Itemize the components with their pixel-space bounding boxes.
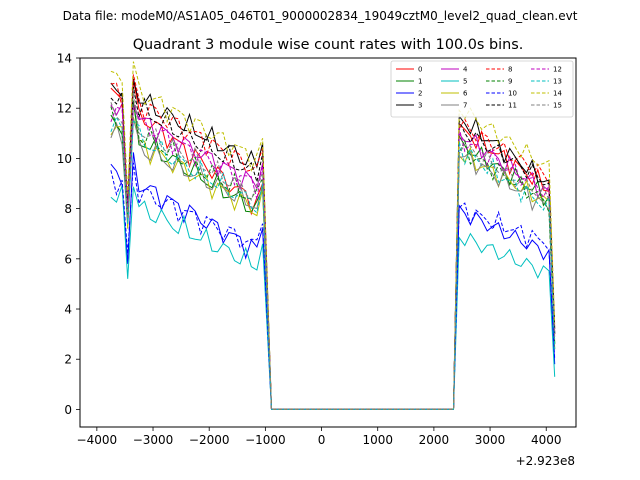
legend-label-12: 12: [553, 66, 562, 74]
x-tick-label: 1000: [362, 433, 393, 447]
series-line-13: [110, 115, 556, 410]
series-line-2: [110, 152, 556, 410]
series-line-8: [110, 74, 556, 410]
series-line-9: [110, 103, 556, 410]
x-tick-label: −2000: [189, 433, 230, 447]
legend-label-13: 13: [553, 78, 562, 86]
x-tick-label: 2000: [419, 433, 450, 447]
series-line-15: [110, 89, 556, 410]
legend-label-8: 8: [508, 66, 512, 74]
series-line-11: [110, 86, 556, 410]
legend-label-5: 5: [463, 78, 467, 86]
x-tick-label: 3000: [475, 433, 506, 447]
legend-label-4: 4: [463, 66, 468, 74]
legend-label-14: 14: [553, 90, 562, 98]
y-tick-label: 12: [57, 102, 72, 116]
series-line-14: [110, 61, 556, 410]
data-file-label: Data file: modeM0/AS1A05_046T01_90000028…: [63, 9, 578, 23]
x-tick-label: 0: [318, 433, 326, 447]
legend-label-15: 15: [553, 102, 562, 110]
legend-label-2: 2: [418, 90, 422, 98]
y-axis: 0 2 4 6 8 10 12 14: [57, 52, 80, 417]
y-tick-label: 8: [64, 202, 72, 216]
legend-frame: [390, 60, 574, 118]
series-line-4: [110, 101, 556, 410]
x-tick-label: −3000: [133, 433, 174, 447]
legend-label-3: 3: [418, 102, 422, 110]
y-tick-label: 6: [64, 252, 72, 266]
plot-series-group: [110, 61, 556, 410]
x-axis: −4000 −3000 −2000 −1000 0 1000 2000 3000 4000: [77, 427, 562, 447]
x-tick-label: 4000: [531, 433, 562, 447]
y-tick-label: 4: [64, 303, 72, 317]
legend-label-0: 0: [418, 66, 422, 74]
x-tick-label: −1000: [245, 433, 286, 447]
series-line-5: [110, 185, 556, 410]
series-line-3: [110, 78, 556, 410]
x-offset-label: +2.923e8: [516, 454, 575, 468]
y-tick-label: 14: [57, 52, 72, 66]
legend-label-11: 11: [508, 102, 517, 110]
y-tick-label: 0: [64, 403, 72, 417]
series-line-12: [110, 106, 556, 410]
axes-frame: [79, 57, 577, 428]
legend-label-10: 10: [508, 90, 517, 98]
series-line-10: [110, 162, 556, 410]
series-line-7: [110, 118, 556, 410]
chart-title: Quadrant 3 module wise count rates with …: [133, 37, 524, 53]
legend-label-9: 9: [508, 78, 512, 86]
legend-label-1: 1: [418, 78, 422, 86]
x-tick-label: −4000: [77, 433, 118, 447]
legend-label-7: 7: [463, 102, 467, 110]
y-tick-label: 2: [64, 353, 72, 367]
y-tick-label: 10: [57, 152, 72, 166]
legend-label-6: 6: [463, 90, 468, 98]
